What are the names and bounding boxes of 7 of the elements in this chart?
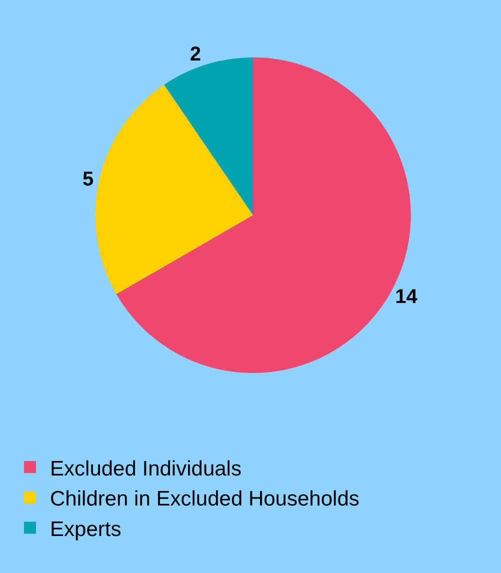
data-label: 5 (82, 168, 94, 190)
legend-label: Excluded Individuals (50, 457, 242, 480)
data-label: 2 (190, 43, 201, 66)
legend-label: Children in Excluded Households (50, 488, 360, 511)
data-label: 14 (395, 286, 418, 308)
legend-label: Experts (50, 518, 122, 541)
pie-slice (95, 84, 254, 294)
